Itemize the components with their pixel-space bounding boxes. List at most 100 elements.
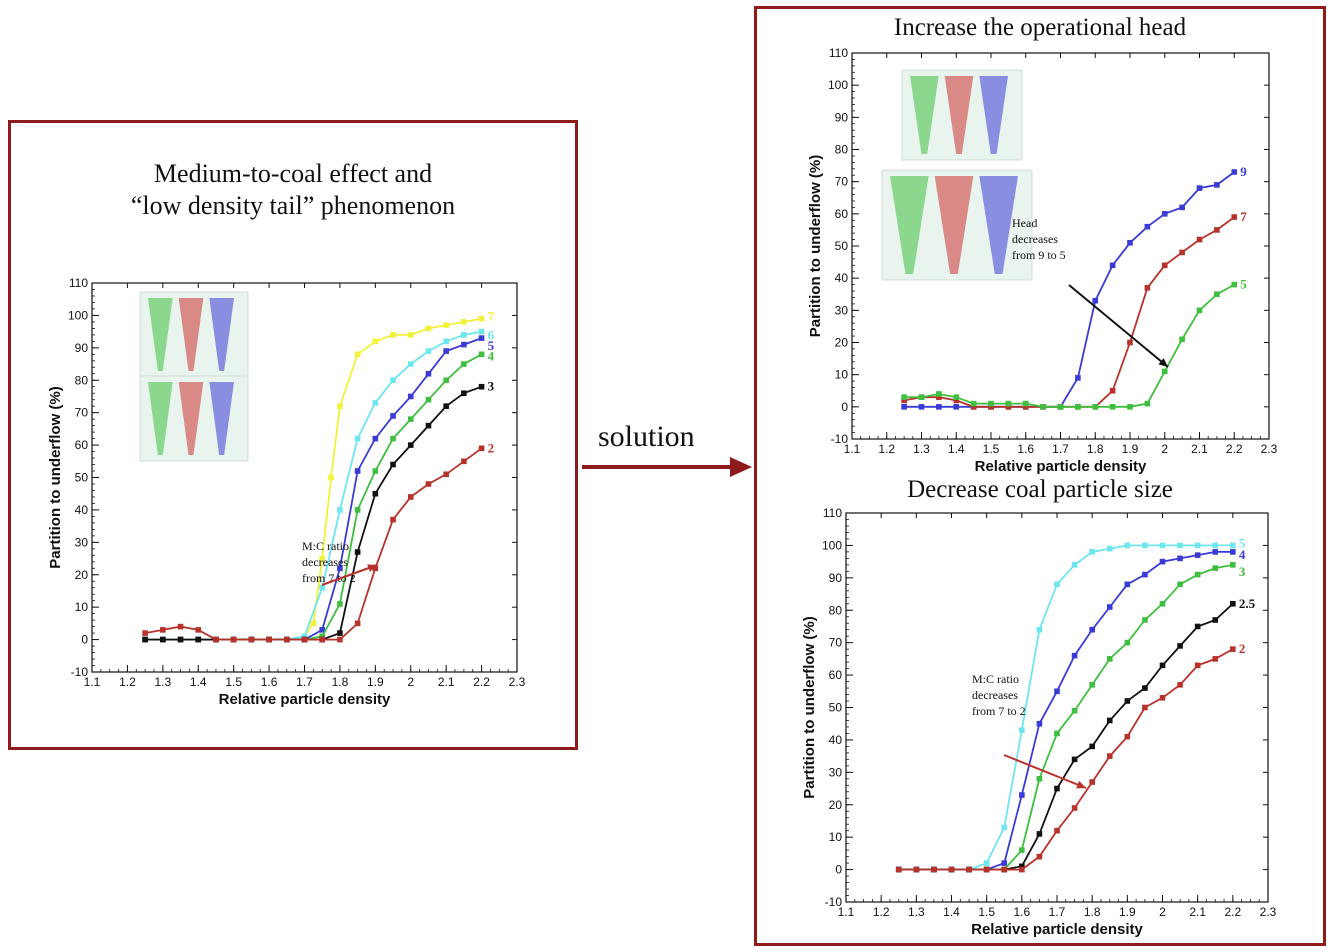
x-axis-label: Relative particle density [219,691,391,708]
data-point-3 [1212,565,1219,571]
x-tick-label: 1.7 [1049,905,1066,919]
y-tick-label: 60 [829,668,843,682]
data-point-3 [478,383,485,390]
data-point-2 [461,458,467,465]
data-point-9 [1196,185,1203,191]
y-tick-label: -10 [831,432,849,446]
y-tick-label: 50 [835,239,849,253]
data-point-9 [901,404,907,410]
data-point-4 [354,507,361,513]
data-point-2.5 [1106,717,1113,724]
data-point-2.5 [1036,831,1043,837]
data-point-4 [1106,604,1113,610]
data-point-2.5 [1194,623,1201,630]
data-point-3 [142,636,148,643]
series-label-3: 3 [488,379,495,394]
data-point-9 [1144,223,1151,230]
cyclone-contour-shape [178,298,204,371]
data-point-2 [1106,753,1113,759]
right-top-title: Increase the operational head [893,14,1187,41]
data-point-2 [1159,694,1166,701]
series-label-2: 2 [1239,641,1246,656]
data-point-2 [1089,779,1095,785]
data-point-4 [1036,720,1043,727]
annotation-arrowhead [1158,358,1168,367]
data-point-3 [1177,581,1183,588]
x-tick-label: 2.3 [1260,905,1277,919]
data-point-5 [337,565,343,572]
data-point-5 [1142,542,1148,549]
annotation-arrow [321,564,378,586]
y-tick-label: -10 [71,665,89,679]
data-point-5 [478,335,485,341]
data-point-5 [1005,400,1012,407]
data-point-7 [1005,404,1012,410]
data-point-2 [966,866,972,873]
series-line-3 [898,564,1233,871]
data-point-4 [1230,549,1236,555]
y-tick-label: 100 [822,538,842,552]
y-tick-label: 50 [75,471,89,485]
series-label-9: 9 [1240,164,1247,179]
data-point-3 [160,636,166,643]
data-point-5 [1106,545,1113,552]
annotation-text: from 7 to 2 [302,571,356,585]
annotation-text: M:C ratio [972,672,1019,686]
data-point-2 [283,636,290,643]
data-point-7 [1161,262,1168,269]
x-tick-label: 1.7 [296,675,313,689]
data-point-5 [1040,404,1046,410]
data-point-3 [443,403,449,409]
x-tick-label: 1.3 [154,675,171,689]
data-point-2.5 [1019,863,1025,870]
y-axis-label: Partition to underflow (%) [807,155,824,337]
data-point-7 [953,397,960,404]
data-point-2 [1142,704,1148,711]
data-point-2.5 [1071,756,1078,763]
data-point-5 [1022,400,1029,407]
y-tick-label: 10 [835,368,849,382]
series-label-3: 3 [1239,564,1246,579]
data-point-2 [319,636,326,643]
right-top-partition-chart: 1.1 1.2 1.3 1.4 1.5 1.6 1.7 1.8 1.9 2 2.1 2.2 2.3 -10… [807,46,1278,475]
data-point-4 [461,361,467,367]
x-tick-label: 1.4 [943,905,960,919]
data-point-4 [372,468,379,474]
data-point-5 [1127,404,1133,410]
data-point-3 [1142,617,1148,623]
y-tick-label: 90 [835,110,849,124]
x-tick-label: 2.3 [509,675,526,689]
data-point-6 [478,328,485,335]
data-point-7 [936,394,942,400]
data-point-2 [1124,733,1131,740]
data-point-9 [918,404,925,410]
data-point-2 [301,636,308,643]
data-point-7 [407,332,414,338]
y-tick-label: 10 [75,600,89,614]
data-point-6 [461,332,467,338]
series-label-5: 5 [1239,535,1246,550]
y-tick-label: 70 [75,406,89,420]
series-label-7: 7 [1240,209,1247,224]
y-axis-label: Partition to underflow (%) [801,616,818,798]
data-point-5 [1089,549,1095,555]
y-tick-label: 10 [829,830,843,844]
data-point-4 [1142,571,1148,578]
data-point-5 [1179,336,1185,343]
data-point-7 [443,322,449,328]
right-bottom-partition-chart: 1.1 1.2 1.3 1.4 1.5 1.6 1.7 1.8 1.9 2 2.1 2.2 2.3 -10… [801,506,1277,938]
y-tick-label: 40 [75,503,89,517]
x-tick-label: 1.7 [1052,442,1069,456]
data-point-7 [310,620,317,627]
data-point-2 [1177,682,1183,688]
y-tick-label: 0 [835,863,842,877]
series-line-4 [898,551,1233,871]
x-tick-label: 2.1 [1189,905,1206,919]
x-tick-label: 2 [1161,442,1168,456]
data-point-4 [1194,552,1201,558]
annotation-text: from 9 to 5 [1012,248,1066,262]
y-tick-label: 50 [829,701,843,715]
data-point-5 [1054,581,1060,588]
data-point-9 [1161,211,1168,217]
y-axis-label: Partition to underflow (%) [47,386,64,568]
